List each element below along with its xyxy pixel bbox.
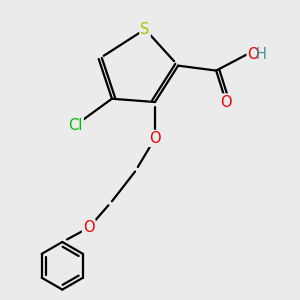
Text: O: O bbox=[149, 131, 161, 146]
Text: Cl: Cl bbox=[68, 118, 83, 133]
Text: O: O bbox=[248, 46, 259, 62]
Text: H: H bbox=[256, 46, 267, 62]
Text: O: O bbox=[220, 94, 232, 110]
Text: O: O bbox=[83, 220, 94, 235]
Text: S: S bbox=[140, 22, 150, 37]
